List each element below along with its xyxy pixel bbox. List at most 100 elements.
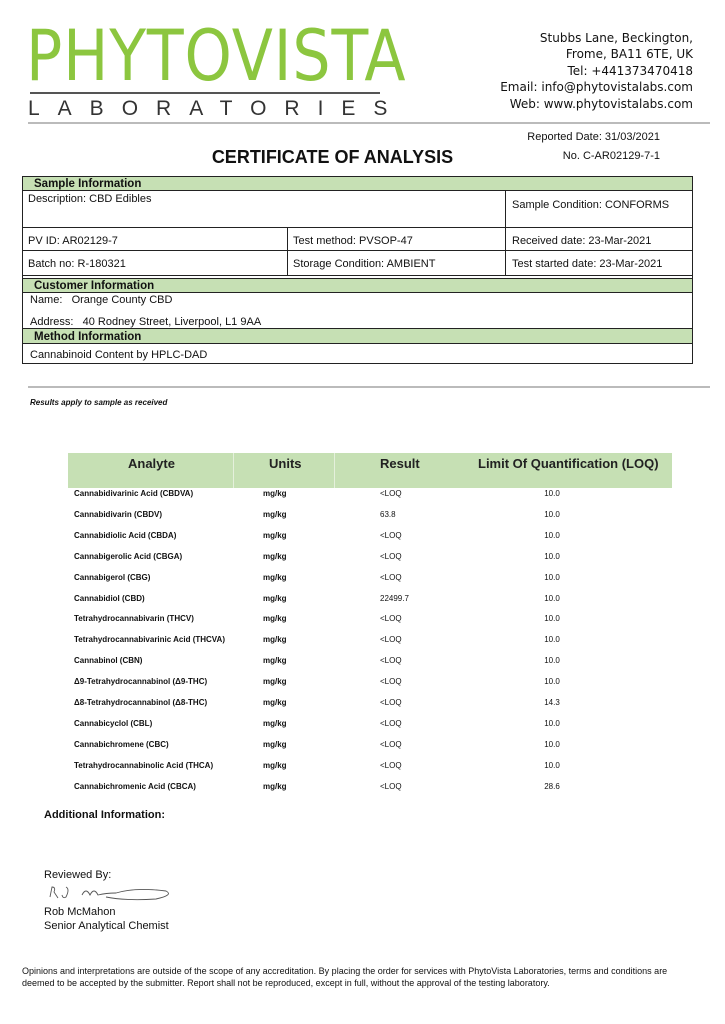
- reported-date: Reported Date: 31/03/2021: [527, 131, 660, 143]
- loq-cell: 10.0: [544, 551, 560, 561]
- analyte-cell: Tetrahydrocannabinolic Acid (THCA): [74, 760, 214, 770]
- contact-block: Stubbs Lane, Beckington, Frome, BA11 6TE…: [500, 30, 693, 112]
- result-cell: <LOQ: [380, 718, 402, 728]
- result-cell: 22499.7: [380, 593, 409, 603]
- analyte-cell: Cannabichromene (CBC): [74, 739, 169, 749]
- loq-cell: 28.6: [544, 781, 560, 791]
- loq-cell: 10.0: [544, 718, 560, 728]
- table-row: Cannabigerol (CBG) mg/kg <LOQ 10.0: [68, 573, 672, 593]
- table-row: Cannabichromenic Acid (CBCA) mg/kg <LOQ 28.…: [68, 782, 672, 802]
- analyte-cell: Δ9-Tetrahydrocannabinol (Δ9-THC): [74, 677, 208, 687]
- results-note: Results apply to sample as received: [30, 398, 168, 407]
- units-cell: mg/kg: [263, 551, 287, 561]
- result-cell: <LOQ: [380, 677, 402, 687]
- analyte-cell: Cannabidiolic Acid (CBDA): [74, 530, 177, 540]
- method-info-heading: Method Information: [23, 328, 692, 344]
- analyte-cell: Cannabidiol (CBD): [74, 593, 145, 603]
- col-loq: Limit Of Quantification (LOQ): [478, 456, 659, 471]
- result-cell: <LOQ: [380, 781, 402, 791]
- result-cell: <LOQ: [380, 614, 402, 624]
- loq-cell: 10.0: [544, 530, 560, 540]
- received-date: Received date: 23-Mar-2021: [512, 235, 652, 247]
- contact-web: Web: www.phytovistalabs.com: [509, 96, 693, 111]
- table-row: Tetrahydrocannabivarin (THCV) mg/kg <LOQ 10…: [68, 614, 672, 634]
- loq-cell: 10.0: [544, 489, 560, 498]
- header-divider: [28, 122, 710, 124]
- table-row: Δ8-Tetrahydrocannabinol (Δ8-THC) mg/kg <LO…: [68, 698, 672, 718]
- page-title: CERTIFICATE OF ANALYSIS: [211, 147, 454, 167]
- result-cell: <LOQ: [380, 551, 402, 561]
- customer-info-heading: Customer Information: [23, 278, 692, 293]
- result-cell: <LOQ: [380, 572, 402, 582]
- units-cell: mg/kg: [263, 739, 287, 749]
- contact-address-1: Stubbs Lane, Beckington,: [539, 31, 693, 45]
- units-cell: mg/kg: [263, 509, 287, 519]
- sample-description: Description: CBD Edibles: [28, 193, 152, 205]
- table-row: Cannabichromene (CBC) mg/kg <LOQ 10.0: [68, 740, 672, 760]
- customer-name: Name: Orange County CBD: [25, 292, 177, 308]
- units-cell: mg/kg: [263, 614, 287, 624]
- method-text: Cannabinoid Content by HPLC-DAD: [30, 349, 208, 361]
- results-header: Analyte Units Result Limit Of Quantifica…: [68, 453, 672, 488]
- units-cell: mg/kg: [263, 677, 287, 687]
- logo-divider: [30, 92, 380, 94]
- loq-cell: 10.0: [544, 760, 560, 770]
- table-row: Cannabicyclol (CBL) mg/kg <LOQ 10.0: [68, 719, 672, 739]
- result-cell: <LOQ: [380, 656, 402, 666]
- analyte-cell: Tetrahydrocannabivarinic Acid (THCVA): [74, 635, 225, 645]
- result-cell: <LOQ: [380, 530, 402, 540]
- contact-phone: Tel: +441373470418: [567, 63, 693, 78]
- result-cell: <LOQ: [380, 635, 402, 645]
- analyte-cell: Cannabidivarin (CBDV): [74, 509, 163, 519]
- sample-info-heading: Sample Information: [23, 177, 692, 191]
- loq-cell: 10.0: [544, 509, 560, 519]
- table-row: Cannabidiol (CBD) mg/kg 22499.7 10.0: [68, 594, 672, 614]
- analyte-cell: Cannabicyclol (CBL): [74, 718, 153, 728]
- signature-icon: [49, 886, 169, 901]
- contact-email: Email: info@phytovistalabs.com: [500, 80, 693, 95]
- table-row: Δ9-Tetrahydrocannabinol (Δ9-THC) mg/kg <LO…: [68, 677, 672, 697]
- col-units: Units: [269, 456, 302, 471]
- table-row: Cannabidivarin (CBDV) mg/kg 63.8 10.0: [68, 510, 672, 530]
- table-row: Cannabinol (CBN) mg/kg <LOQ 10.0: [68, 656, 672, 676]
- signature: [46, 883, 176, 903]
- col-analyte: Analyte: [128, 456, 175, 471]
- info-table: Sample Information Description: CBD Edib…: [22, 176, 693, 364]
- loq-cell: 10.0: [544, 677, 560, 687]
- loq-cell: 10.0: [544, 572, 560, 582]
- contact-address-2: Frome, BA11 6TE, UK: [565, 47, 693, 62]
- logo-subtitle: LABORATORIES: [28, 97, 406, 120]
- table-row: Cannabidiolic Acid (CBDA) mg/kg <LOQ 10.0: [68, 531, 672, 551]
- analyte-cell: Cannabigerol (CBG): [74, 572, 151, 582]
- units-cell: mg/kg: [263, 635, 287, 645]
- loq-cell: 10.0: [544, 614, 560, 624]
- units-cell: mg/kg: [263, 698, 287, 707]
- result-cell: <LOQ: [380, 698, 402, 707]
- units-cell: mg/kg: [263, 781, 287, 791]
- sample-condition: Sample Condition: CONFORMS: [512, 199, 670, 211]
- loq-cell: 14.3: [544, 698, 560, 707]
- table-row: Tetrahydrocannabinolic Acid (THCA) mg/kg <…: [68, 761, 672, 781]
- loq-cell: 10.0: [544, 739, 560, 749]
- analyte-cell: Cannabinol (CBN): [74, 656, 143, 666]
- units-cell: mg/kg: [263, 572, 287, 582]
- storage-condition: Storage Condition: AMBIENT: [293, 258, 436, 270]
- table-row: Cannabigerolic Acid (CBGA) mg/kg <LOQ 10.0: [68, 552, 672, 572]
- reviewer-name: Rob McMahon: [44, 906, 116, 918]
- address-value: 40 Rodney Street, Liverpool, L1 9AA: [82, 316, 262, 328]
- name-value: Orange County CBD: [71, 294, 173, 306]
- additional-info-label: Additional Information:: [44, 809, 165, 821]
- result-cell: <LOQ: [380, 739, 402, 749]
- units-cell: mg/kg: [263, 718, 287, 728]
- loq-cell: 10.0: [544, 656, 560, 666]
- units-cell: mg/kg: [263, 760, 287, 770]
- table-row: Cannabidivarinic Acid (CBDVA) mg/kg <LOQ 10…: [68, 489, 672, 509]
- units-cell: mg/kg: [263, 489, 287, 498]
- reviewed-by-label: Reviewed By:: [44, 869, 112, 881]
- batch-number: Batch no: R-180321: [28, 258, 126, 270]
- address-label: Address:: [30, 316, 74, 328]
- units-cell: mg/kg: [263, 530, 287, 540]
- test-method: Test method: PVSOP-47: [293, 235, 413, 247]
- analyte-cell: Cannabidivarinic Acid (CBDVA): [74, 489, 194, 498]
- result-cell: <LOQ: [380, 760, 402, 770]
